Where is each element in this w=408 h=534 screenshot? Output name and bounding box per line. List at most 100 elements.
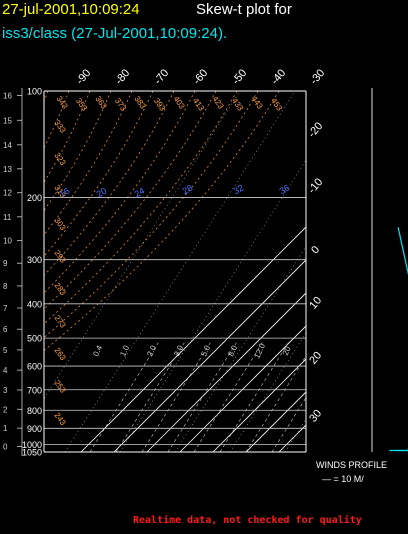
height-km-label: 13 [3, 165, 12, 174]
mixing-ratio-line [89, 339, 161, 452]
height-km-label: 8 [3, 282, 8, 291]
sounding-trace [389, 227, 408, 452]
quality-warning: Realtime data, not checked for quality [133, 515, 362, 526]
lower-dewpoint-line [396, 449, 408, 452]
wet-adiabat-label: 28 [181, 183, 195, 197]
mixing-ratio-label: 2.0 [145, 344, 158, 358]
dry-adiabat-label: 403 [172, 95, 187, 112]
pressure-label: 700 [27, 385, 42, 395]
dry-adiabat-label: 373 [113, 97, 128, 114]
mixing-ratio-label: 20 [281, 345, 293, 357]
mixing-ratio-label: 3.0 [172, 344, 185, 358]
wet-adiabat-label: 32 [232, 183, 246, 197]
isobars [44, 197, 306, 445]
isotherm-label: -90 [74, 67, 93, 87]
height-km-label: 0 [3, 442, 8, 451]
height-km-label: 12 [3, 189, 12, 198]
dry-adiabat-label: 273 [53, 314, 68, 331]
isotherm-label: -50 [230, 67, 249, 87]
wet-adiabat-label: 24 [133, 186, 147, 200]
height-km-label: 1 [3, 424, 8, 433]
isotherm-label: -60 [191, 67, 210, 87]
mixing-ratio-line [271, 397, 306, 452]
pressure-label: 800 [27, 406, 42, 416]
height-km-label: 10 [3, 237, 12, 246]
mixing-ratio-line [193, 339, 265, 452]
pressure-label: 500 [27, 334, 42, 344]
dry-adiabat-label: 303 [53, 216, 68, 233]
wet-adiabat-line [174, 245, 306, 452]
height-km-label: 16 [3, 92, 12, 101]
lower-temperature-line [389, 449, 408, 452]
sounding-source: iss3/class (27-Jul-2001,10:09:24). [2, 25, 228, 42]
pressure-label: 600 [27, 362, 42, 372]
wet-adiabat-label: 36 [278, 183, 292, 197]
height-km-label: 3 [3, 386, 8, 395]
isotherm-line [113, 259, 306, 452]
pressure-label: 1050 [22, 448, 42, 458]
isotherm-label: 0 [309, 244, 322, 256]
pressure-label: 100 [27, 87, 42, 97]
mixing-ratio-line [167, 339, 239, 452]
dry-adiabat-label: 253 [53, 379, 68, 396]
pressure-label: 400 [27, 299, 42, 309]
chart-frame [43, 90, 307, 453]
isotherm-line [245, 391, 306, 452]
isotherm-line [378, 91, 408, 452]
isotherm-label: 10 [307, 295, 324, 312]
dry-adiabat-line [44, 91, 196, 294]
height-km-label: 2 [3, 405, 8, 414]
isotherm-label: -20 [306, 120, 325, 140]
dry-adiabat-label: 443 [250, 95, 265, 112]
wet-adiabat-line [44, 91, 241, 400]
wet-adiabat-label: 20 [95, 186, 109, 200]
isotherm-label: -10 [306, 176, 325, 196]
wet-adiabat-label: 16 [58, 186, 72, 200]
dry-adiabat-label: 393 [152, 97, 167, 114]
isotherm-label: 30 [307, 408, 324, 425]
dry-adiabat-label: 333 [53, 119, 68, 136]
isotherm-line [179, 325, 306, 452]
mixing-ratio-line [115, 339, 187, 452]
dry-adiabat-label: 343 [55, 95, 70, 112]
dry-adiabat-label: 283 [53, 281, 68, 298]
winds-scale-label: — = 10 M/ [322, 474, 364, 484]
dry-adiabat-label: 433 [230, 97, 245, 114]
dry-adiabat-line [44, 91, 175, 277]
dry-adiabat-label: 383 [133, 95, 148, 112]
height-km-label: 15 [3, 116, 12, 125]
pressure-label: 1000 [22, 440, 42, 450]
dry-adiabat-line [44, 91, 217, 310]
plot-title: Skew-t plot for [196, 1, 292, 18]
dry-adiabat-label: 413 [191, 97, 206, 114]
pressure-label: 900 [27, 424, 42, 434]
mixing-ratio-label: 5.0 [199, 344, 212, 358]
isotherm-line [345, 91, 408, 452]
upper-trace-line [397, 227, 408, 276]
dry-adiabat-line [44, 91, 238, 325]
isotherm-label: -30 [308, 67, 327, 87]
mixing-ratio-line [245, 355, 306, 452]
dry-adiabat-line [44, 91, 259, 339]
mixing-ratio-line [219, 339, 291, 452]
height-km-label: 4 [3, 366, 8, 375]
dry-adiabats [44, 91, 306, 452]
dry-adiabat-line [44, 91, 112, 212]
chart-labels: 1002003004005006007008009001000105001234… [3, 67, 327, 457]
isotherm-line [278, 424, 306, 452]
dry-adiabat-line [44, 91, 154, 257]
height-km-label: 9 [3, 259, 8, 268]
diagonal-lines [44, 91, 408, 452]
dry-adiabat-line [44, 91, 280, 352]
dry-adiabat-label: 423 [211, 95, 226, 112]
isotherm-line [312, 91, 408, 452]
wet-adiabat-line [119, 159, 306, 452]
sounding-timestamp: 27-jul-2001,10:09:24 [2, 1, 140, 18]
wet-adiabat-line [64, 91, 296, 452]
wet-adiabat-line [229, 332, 306, 452]
wet-adiabat-line [340, 91, 408, 452]
winds-profile-label: WINDS PROFILE [316, 460, 388, 470]
isotherm-label: -40 [269, 67, 288, 87]
dry-adiabat-line [44, 91, 91, 183]
